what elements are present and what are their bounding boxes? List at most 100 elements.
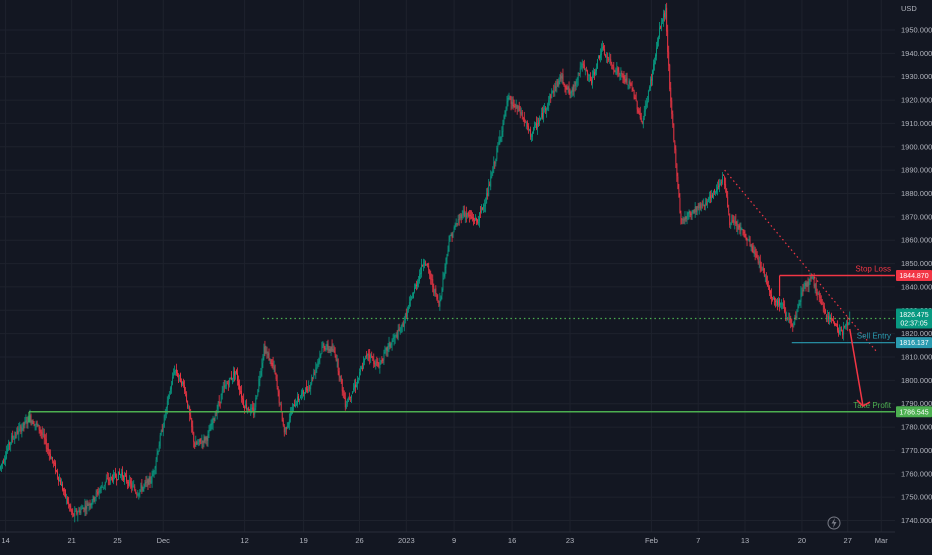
candle (161, 424, 163, 433)
candle (797, 303, 799, 313)
candle (539, 115, 540, 127)
candle (538, 117, 539, 127)
candle (810, 276, 812, 282)
candle (250, 404, 252, 416)
candle (822, 301, 824, 313)
candle (683, 217, 685, 224)
candle (282, 417, 284, 427)
candle (200, 437, 202, 445)
candle (775, 297, 776, 308)
candle (433, 283, 435, 296)
candle (671, 97, 673, 119)
candle (470, 210, 472, 220)
candle (298, 393, 299, 403)
candle (182, 381, 183, 387)
candle (838, 327, 839, 337)
time-axis[interactable] (0, 532, 932, 550)
candle (724, 175, 726, 190)
candle (37, 423, 39, 427)
candle (816, 288, 818, 301)
candle (50, 456, 52, 460)
candle (97, 487, 99, 496)
candle (85, 500, 87, 516)
candle (695, 206, 697, 215)
candle (242, 395, 243, 405)
candle (149, 472, 151, 488)
lightning-icon[interactable] (827, 516, 841, 530)
candle (844, 325, 846, 329)
candle (680, 210, 682, 225)
candle (327, 339, 329, 353)
candle (524, 119, 526, 123)
candle (228, 377, 230, 388)
candle (380, 360, 382, 365)
candle (849, 311, 851, 325)
candle (375, 359, 377, 370)
candle (523, 111, 525, 127)
candle (677, 172, 679, 190)
candle (248, 406, 250, 412)
candle (288, 413, 290, 430)
candle (773, 295, 774, 300)
candle (123, 475, 124, 483)
candle (700, 202, 702, 212)
candle (579, 61, 581, 78)
forecast-arrow[interactable] (849, 328, 864, 407)
candle (330, 346, 332, 356)
candle (841, 326, 843, 332)
candle (515, 99, 517, 109)
candle (477, 218, 478, 225)
candle (527, 123, 529, 134)
candle (373, 353, 375, 368)
candle (575, 78, 577, 91)
candle (154, 465, 156, 475)
candle (152, 468, 154, 477)
y-tick-label: 1930.000 (901, 72, 932, 81)
candle (719, 178, 720, 193)
candle (260, 367, 262, 379)
candle (594, 68, 595, 81)
candle (612, 64, 614, 70)
trend-line[interactable] (724, 169, 878, 353)
candle (193, 431, 195, 448)
candle (38, 424, 40, 434)
candle (155, 457, 157, 475)
candle (664, 10, 666, 22)
candle (662, 18, 664, 24)
candle (147, 478, 149, 491)
candle (383, 349, 385, 366)
candle (426, 263, 428, 266)
candle (14, 431, 16, 444)
candle (751, 243, 753, 253)
candle (603, 42, 605, 51)
candle (267, 351, 269, 359)
candle (759, 254, 761, 273)
candle (690, 211, 692, 220)
candle (127, 479, 129, 490)
candle (545, 106, 547, 114)
candle (799, 299, 801, 306)
candle (705, 198, 707, 206)
candle (304, 391, 306, 401)
candle (196, 440, 198, 445)
candle (629, 79, 631, 89)
candle (427, 262, 429, 268)
candle (634, 94, 636, 100)
candle (289, 407, 291, 423)
candle (153, 470, 155, 478)
candle (102, 486, 104, 490)
candle (750, 244, 752, 252)
candle (70, 503, 72, 512)
candle (252, 401, 254, 412)
candle (382, 358, 384, 364)
candle (297, 392, 298, 408)
candle (637, 107, 639, 114)
candle (546, 107, 548, 118)
candle (105, 474, 107, 483)
candle (6, 445, 8, 460)
candle (699, 201, 701, 211)
price-axis[interactable] (895, 0, 932, 532)
y-tick-label: 1940.000 (901, 49, 932, 58)
